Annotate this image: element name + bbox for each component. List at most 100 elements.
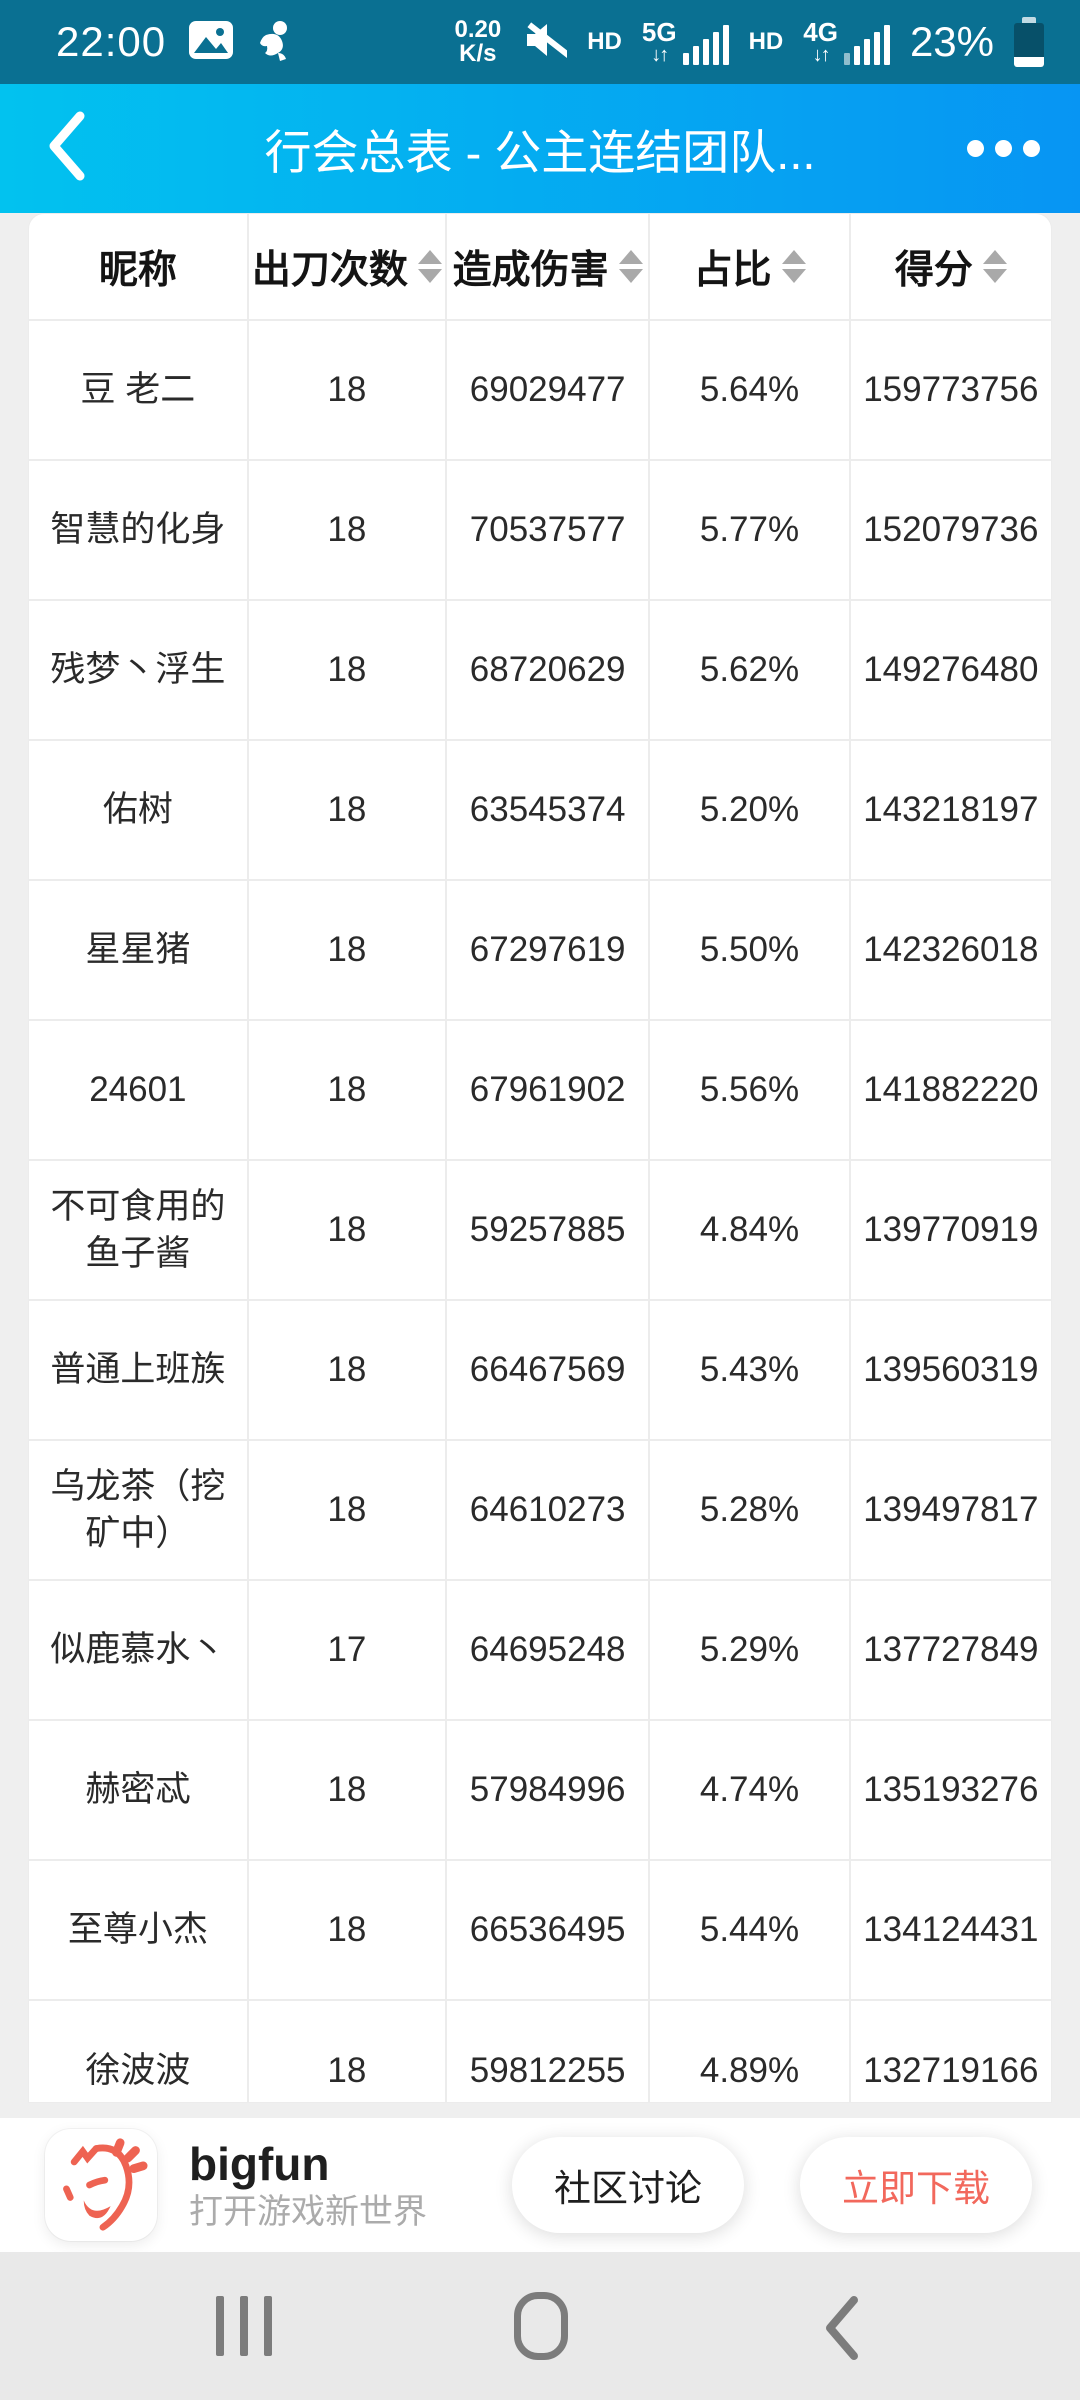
cell-score: 134124431	[848, 1859, 1051, 2001]
cell-damage: 70537577	[444, 459, 651, 601]
home-icon[interactable]	[514, 2292, 568, 2360]
cell-attack-count: 18	[246, 459, 447, 601]
cell-damage: 66467569	[444, 1299, 651, 1441]
cell-attack-count: 18	[246, 1439, 447, 1581]
table-row: 至尊小杰 18 66536495 5.44% 134124431	[29, 1859, 1051, 2001]
column-header-4[interactable]: 得分	[848, 214, 1051, 321]
sim2-network-label: 4G	[803, 17, 838, 47]
cell-attack-count: 18	[246, 319, 447, 461]
cell-attack-count: 18	[246, 1859, 447, 2001]
app-header: 行会总表 - 公主连结团队...	[0, 84, 1080, 213]
cell-nickname: 残梦丶浮生	[29, 599, 249, 741]
cell-nickname: 智慧的化身	[29, 459, 249, 601]
column-label: 造成伤害	[452, 248, 609, 292]
column-header-1[interactable]: 出刀次数	[246, 214, 447, 321]
table-row: 星星猪 18 67297619 5.50% 142326018	[29, 879, 1051, 1021]
cell-score: 137727849	[848, 1579, 1051, 1721]
table-row: 徐波波 18 59812255 4.89% 132719166	[29, 1999, 1051, 2102]
cell-attack-count: 18	[246, 599, 447, 741]
app-name: bigfun	[189, 2138, 330, 2190]
table-row: 智慧的化身 18 70537577 5.77% 152079736	[29, 459, 1051, 601]
guild-table-card: 昵称 出刀次数 造成伤害 占比 得分 豆 老二 18 69029477 5.64% 159773…	[28, 213, 1052, 2103]
table-row: 豆 老二 18 69029477 5.64% 159773756	[29, 319, 1051, 461]
cell-damage: 59257885	[444, 1159, 651, 1301]
android-nav-bar	[0, 2252, 1080, 2400]
guild-table: 昵称 出刀次数 造成伤害 占比 得分 豆 老二 18 69029477 5.64% 159773…	[29, 214, 1051, 2102]
cell-attack-count: 18	[246, 1159, 447, 1301]
sim1-signal-bars	[682, 25, 729, 65]
back-chevron-icon	[44, 108, 90, 189]
community-discuss-button[interactable]: 社区讨论	[512, 2137, 744, 2233]
download-now-button[interactable]: 立即下载	[800, 2137, 1032, 2233]
gallery-icon	[188, 20, 234, 65]
table-row: 佑树 18 63545374 5.20% 143218197	[29, 739, 1051, 881]
cell-score: 152079736	[848, 459, 1051, 601]
page-title: 行会总表 - 公主连结团队...	[264, 126, 816, 179]
table-row: 普通上班族 18 66467569 5.43% 139560319	[29, 1299, 1051, 1441]
table-row: 不可食用的鱼子酱 18 59257885 4.84% 139770919	[29, 1159, 1051, 1301]
app-tagline: 打开游戏新世界	[189, 2193, 427, 2231]
clock: 22:00	[56, 18, 167, 65]
cell-damage: 64610273	[444, 1439, 651, 1581]
cell-share: 5.29%	[648, 1579, 851, 1721]
person-icon	[256, 19, 294, 66]
cell-share: 4.84%	[648, 1159, 851, 1301]
cell-nickname: 佑树	[29, 739, 249, 881]
cell-attack-count: 18	[246, 1019, 447, 1161]
cell-score: 142326018	[848, 879, 1051, 1021]
cell-score: 132719166	[848, 1999, 1051, 2102]
sort-icon	[618, 250, 643, 283]
cell-damage: 57984996	[444, 1719, 651, 1861]
sim2-arrows: ↓↑	[812, 44, 831, 66]
table-row: 似鹿慕水丶 17 64695248 5.29% 137727849	[29, 1579, 1051, 1721]
cell-score: 139497817	[848, 1439, 1051, 1581]
cell-nickname: 至尊小杰	[29, 1859, 249, 2001]
more-menu-icon[interactable]	[967, 84, 1040, 213]
cell-attack-count: 18	[246, 739, 447, 881]
column-label: 得分	[894, 248, 973, 292]
network-speed-value: 0.20	[454, 16, 502, 43]
cell-nickname: 普通上班族	[29, 1299, 249, 1441]
sort-icon	[781, 250, 806, 283]
cell-damage: 67297619	[444, 879, 651, 1021]
back-icon[interactable]	[822, 2294, 862, 2367]
cell-share: 5.28%	[648, 1439, 851, 1581]
column-header-2[interactable]: 造成伤害	[444, 214, 651, 321]
column-header-3[interactable]: 占比	[648, 214, 851, 321]
cell-nickname: 乌龙茶（挖矿中）	[29, 1439, 249, 1581]
hd-icon-2: HD	[748, 28, 784, 55]
sort-icon	[982, 250, 1007, 283]
cell-share: 4.74%	[648, 1719, 851, 1861]
back-button[interactable]	[22, 84, 112, 213]
column-label: 出刀次数	[251, 248, 408, 292]
cell-nickname: 徐波波	[29, 1999, 249, 2102]
cell-attack-count: 18	[246, 1299, 447, 1441]
cell-damage: 66536495	[444, 1859, 651, 2001]
cell-attack-count: 18	[246, 879, 447, 1021]
sim1-network-label: 5G	[641, 17, 677, 47]
cell-score: 141882220	[848, 1019, 1051, 1161]
column-header-0: 昵称	[29, 214, 249, 321]
table-row: 残梦丶浮生 18 68720629 5.62% 149276480	[29, 599, 1051, 741]
bigfun-logo	[45, 2129, 157, 2241]
mute-icon	[521, 18, 576, 67]
cell-score: 139560319	[848, 1299, 1051, 1441]
ad-banner: bigfun 打开游戏新世界 社区讨论 立即下载	[0, 2118, 1080, 2252]
sim2-signal-bars	[843, 25, 890, 65]
recents-icon[interactable]	[216, 2296, 272, 2356]
network-speed: 0.20 K/s	[455, 18, 502, 66]
cell-share: 4.89%	[648, 1999, 851, 2102]
cell-share: 5.64%	[648, 319, 851, 461]
column-label: 昵称	[98, 248, 177, 292]
cell-attack-count: 18	[246, 1719, 447, 1861]
sim1-arrows: ↓↑	[651, 44, 669, 66]
cell-share: 5.43%	[648, 1299, 851, 1441]
table-row: 24601 18 67961902 5.56% 141882220	[29, 1019, 1051, 1161]
cell-share: 5.50%	[648, 879, 851, 1021]
status-bar: 22:00 0.20 K/s HD 5G ↓↑ HD 4G ↓↑	[0, 0, 1080, 84]
cell-damage: 64695248	[444, 1579, 651, 1721]
signal-5g-icon: 5G ↓↑	[642, 19, 729, 65]
cell-score: 143218197	[848, 739, 1051, 881]
cell-score: 135193276	[848, 1719, 1051, 1861]
hd-icon: HD	[587, 28, 622, 55]
